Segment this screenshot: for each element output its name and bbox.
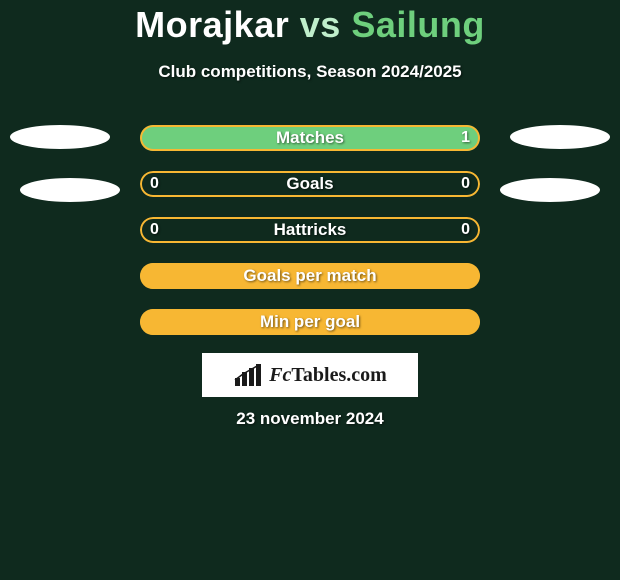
- stat-row: Matches1: [140, 125, 480, 151]
- title-player1: Morajkar: [135, 4, 289, 45]
- stat-label: Min per goal: [140, 309, 480, 335]
- stat-row: Min per goal: [140, 309, 480, 335]
- stat-row: Goals per match: [140, 263, 480, 289]
- page-title: Morajkar vs Sailung: [0, 4, 620, 46]
- bars-icon: [233, 362, 263, 388]
- stat-label: Goals per match: [140, 263, 480, 289]
- subtitle: Club competitions, Season 2024/2025: [0, 62, 620, 82]
- stat-value-right: 1: [451, 125, 480, 151]
- stat-row: Hattricks0 0: [140, 217, 480, 243]
- avatar-right-small: [500, 178, 600, 202]
- avatar-left-large: [10, 125, 110, 149]
- canvas: Morajkar vs Sailung Club competitions, S…: [0, 0, 620, 580]
- attribution-logo: FcTables.com: [202, 353, 418, 397]
- date-text: 23 november 2024: [0, 409, 620, 429]
- stat-value-right: 0: [451, 217, 480, 243]
- stat-rows: Matches1Goals00Hattricks00Goals per matc…: [140, 125, 480, 355]
- attribution-text: FcTables.com: [269, 364, 387, 387]
- stat-row: Goals0 0: [140, 171, 480, 197]
- title-player2: Sailung: [351, 4, 485, 45]
- title-vs: vs: [300, 4, 341, 45]
- stat-label: Matches: [140, 125, 480, 151]
- avatar-right-large: [510, 125, 610, 149]
- stat-value-left: 0: [140, 171, 169, 197]
- stat-label: Hattricks: [140, 217, 480, 243]
- stat-value-right: 0: [451, 171, 480, 197]
- stat-value-left: 0: [140, 217, 169, 243]
- stat-label: Goals: [140, 171, 480, 197]
- avatar-left-small: [20, 178, 120, 202]
